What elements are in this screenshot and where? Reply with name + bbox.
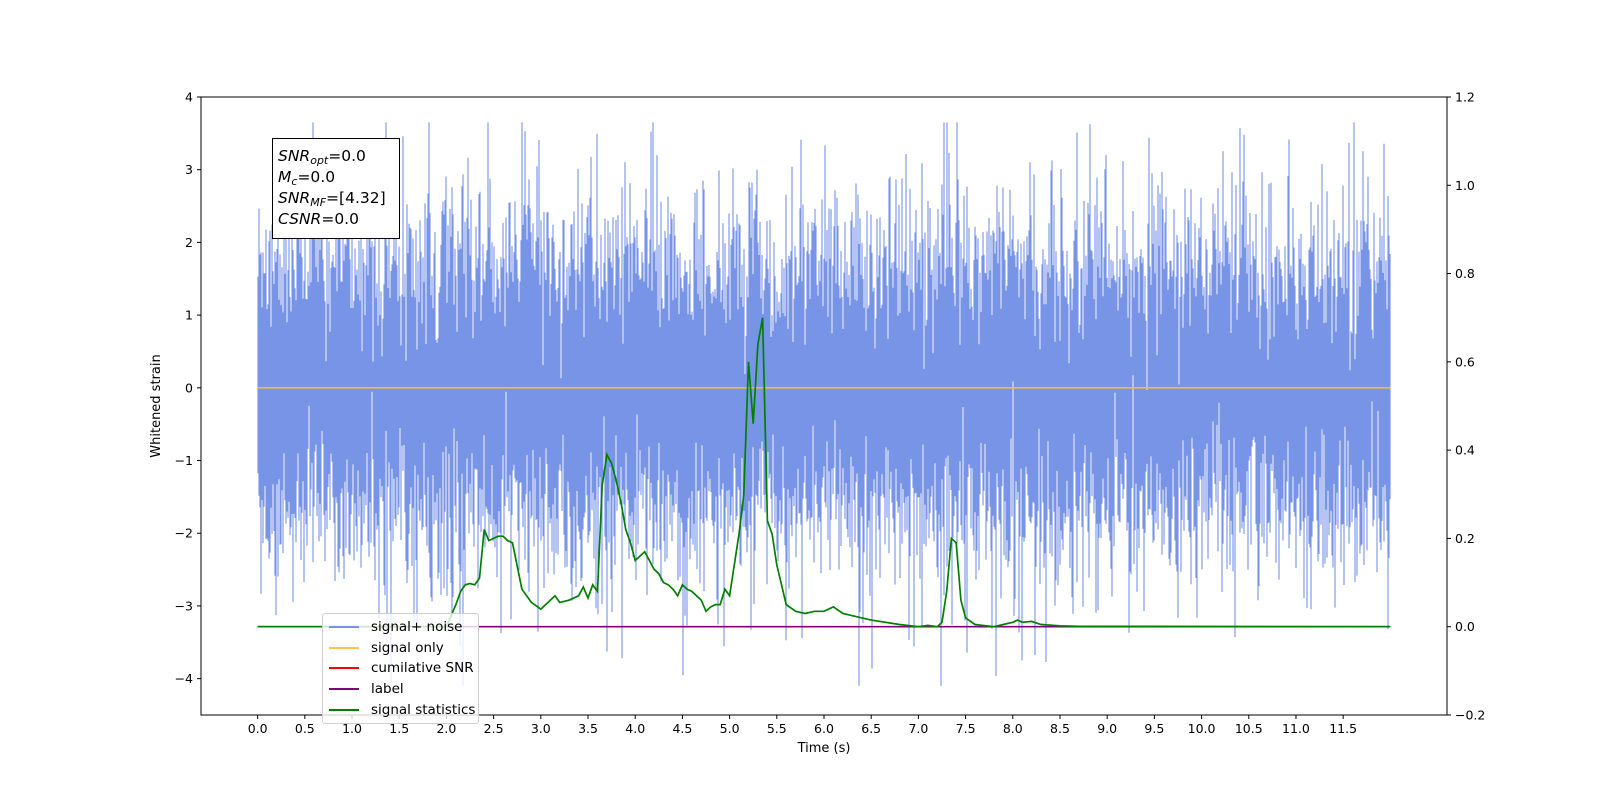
y2-tick-label: 0.2 [1455,531,1475,546]
y-tick-label: 2 [185,235,193,250]
x-tick-label: 3.0 [531,721,551,736]
y2-tick-label: −0.2 [1455,708,1485,723]
y2-tick-label: 0.8 [1455,266,1475,281]
x-tick-label: 6.5 [861,721,881,736]
x-tick-label: 1.5 [389,721,409,736]
x-tick-label: 1.0 [342,721,362,736]
legend-item: signal+ noise [327,617,478,638]
y2-tick-label: 0.4 [1455,443,1475,458]
y2-tick-label: 0.6 [1455,354,1475,369]
y-axis-label: Whitened strain [149,354,164,457]
legend-label: signal statistics [371,701,476,718]
y-tick-label: −4 [175,671,193,686]
x-tick-label: 5.5 [767,721,787,736]
legend-label: signal+ noise [371,619,463,636]
legend-swatch [329,688,359,691]
y-tick-label: 4 [185,90,193,105]
legend-item: label [327,679,478,700]
y2-tick-label: 0.0 [1455,619,1475,634]
legend-swatch [329,667,359,670]
x-axis-label: Time (s) [797,741,851,756]
y-tick-label: 1 [185,308,193,323]
x-tick-label: 4.5 [672,721,692,736]
csnr-text: CSNR=0.0 [278,210,359,228]
legend-label: label [371,681,404,698]
x-tick-label: 7.0 [908,721,928,736]
y-tick-label: −1 [175,453,193,468]
legend-item: cumilative SNR [327,658,478,679]
legend-swatch [329,646,359,649]
legend-swatch [329,708,359,711]
x-tick-label: 10.5 [1235,721,1263,736]
y-tick-label: −3 [175,598,193,613]
series-line-signal-statistics [257,317,1391,628]
x-tick-label: 6.0 [814,721,834,736]
snr-opt-text: SNRopt=0.0 [278,147,366,167]
x-tick-label: 9.0 [1097,721,1117,736]
legend: signal+ noise signal only cumilative SNR… [322,613,479,724]
x-tick-label: 9.5 [1144,721,1164,736]
x-tick-label: 11.0 [1282,721,1310,736]
legend-item: signal only [327,638,478,659]
y-tick-label: 3 [185,162,193,177]
x-tick-label: 8.0 [1003,721,1023,736]
y-tick-label: 0 [185,380,193,395]
x-tick-label: 3.5 [578,721,598,736]
x-tick-label: 2.5 [484,721,504,736]
legend-item: signal statistics [327,699,478,720]
legend-label: signal only [371,639,444,656]
noise-trace [257,122,1391,686]
stats-annotation-box: SNRopt=0.0 Mc=0.0 SNRMF=[4.32] CSNR=0.0 [272,138,400,239]
x-tick-label: 10.0 [1188,721,1216,736]
y2-tick-label: 1.2 [1455,90,1475,105]
y2-tick-label: 1.0 [1455,178,1475,193]
x-tick-label: 8.5 [1050,721,1070,736]
legend-swatch [329,626,359,629]
x-axis: 0.0 0.5 1.0 1.5 2.0 2.5 3.0 3.5 4.0 4.5 5.0 5.5 6.0 6… [248,715,1357,736]
x-tick-label: 0.0 [248,721,268,736]
y-tick-label: −2 [175,526,193,541]
x-tick-label: 4.0 [625,721,645,736]
x-tick-label: 11.5 [1329,721,1357,736]
y-axis-left: 4 3 2 1 0 −1 −2 −3 −4 [175,90,201,686]
chirp-mass-text: Mc=0.0 [278,168,336,188]
legend-label: cumilative SNR [371,660,474,677]
x-tick-label: 0.5 [295,721,315,736]
x-tick-label: 7.5 [956,721,976,736]
x-tick-label: 2.0 [436,721,456,736]
y-axis-right: 1.2 1.0 0.8 0.6 0.4 0.2 0.0 −0.2 [1447,90,1485,723]
x-tick-label: 5.0 [720,721,740,736]
noise-series [257,122,1391,686]
snr-mf-text: SNRMF=[4.32] [278,189,386,209]
